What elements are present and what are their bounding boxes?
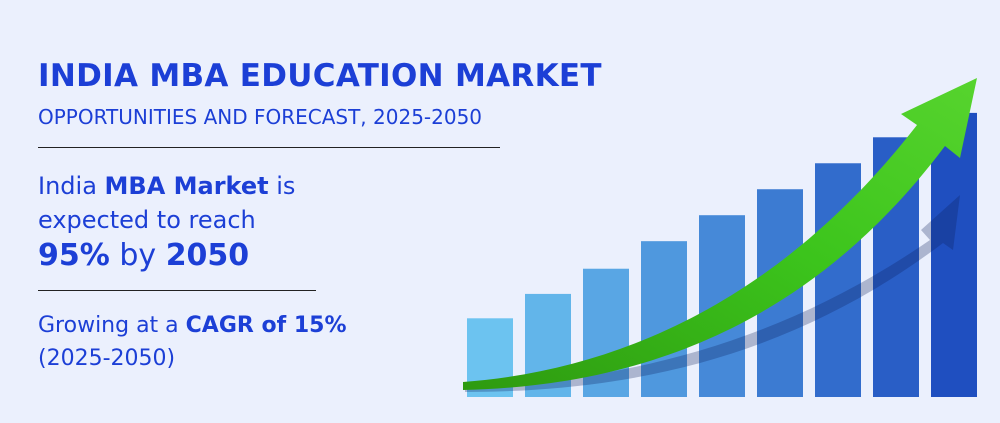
- target-connector: by: [109, 238, 166, 273]
- market-suffix: is: [268, 172, 296, 200]
- page-subtitle: OPPORTUNITIES AND FORECAST, 2025-2050: [38, 105, 483, 129]
- growth-prefix: Growing at a: [38, 313, 186, 338]
- chart-bar-4: [641, 241, 687, 397]
- divider-bottom: [38, 290, 316, 291]
- trend-arrow: [463, 78, 977, 390]
- market-statement: India MBA Market is: [38, 172, 295, 200]
- divider-top: [38, 147, 500, 148]
- market-expectation: expected to reach: [38, 206, 256, 234]
- growth-period: (2025-2050): [38, 346, 176, 371]
- arrow-shadow: [465, 195, 960, 392]
- growth-bar-chart: [463, 78, 977, 397]
- growth-cagr: CAGR of 15%: [185, 313, 347, 338]
- chart-bar-9: [931, 112, 977, 397]
- target-value: 95%: [38, 238, 110, 273]
- market-name: MBA Market: [104, 172, 269, 200]
- market-prefix: India: [38, 172, 105, 200]
- market-target: 95% by 2050: [38, 238, 249, 273]
- growth-statement: Growing at a CAGR of 15%: [38, 313, 347, 338]
- target-year: 2050: [165, 238, 250, 273]
- page-title: INDIA MBA EDUCATION MARKET: [38, 58, 602, 94]
